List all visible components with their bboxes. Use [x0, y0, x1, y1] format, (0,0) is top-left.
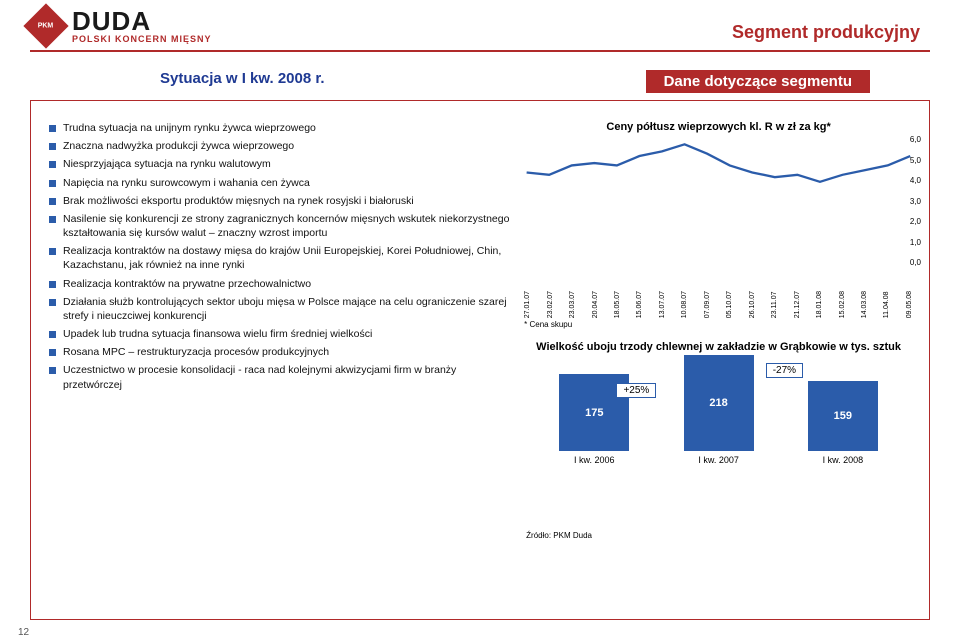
line-chart-xaxis: 27.01.0723.02.0723.03.0720.04.0718.05.07…	[522, 291, 915, 318]
logo-sub: POLSKI KONCERN MIĘSNY	[72, 34, 212, 44]
bar-chart-title: Wielkość uboju trzody chlewnej w zakładz…	[522, 341, 915, 353]
pct-callout: +25%	[616, 383, 656, 398]
line-chart-title: Ceny półtusz wieprzowych kl. R w zł za k…	[522, 121, 915, 133]
bullet-item: Napięcia na rynku surowcowym i wahania c…	[49, 176, 510, 190]
subtitle-right: Dane dotyczące segmentu	[646, 70, 870, 93]
line-chart-yaxis: 6,05,04,03,02,01,00,0	[910, 135, 921, 267]
bar-chart: 175I kw. 2006218I kw. 2007159I kw. 2008 …	[522, 355, 915, 515]
logo-diamond-icon: PKM	[23, 3, 68, 48]
bullet-item: Rosana MPC – restrukturyzacja procesów p…	[49, 345, 510, 359]
bar-wrap: 218 I kw. 2007	[674, 355, 764, 465]
bullet-item: Trudna sytuacja na unijnym rynku żywca w…	[49, 121, 510, 135]
bullet-item: Działania służb kontrolujących sektor ub…	[49, 295, 510, 323]
header-rule	[30, 50, 930, 52]
bar-label: I kw. 2008	[823, 455, 864, 465]
line-chart-footnote: * Cena skupu	[524, 320, 915, 329]
logo: PKM DUDA POLSKI KONCERN MIĘSNY	[0, 8, 212, 44]
bullet-item: Realizacja kontraktów na prywatne przech…	[49, 277, 510, 291]
bar-wrap: 159 I kw. 2008	[798, 381, 888, 465]
bullet-item: Znaczna nadwyżka produkcji żywca wieprzo…	[49, 139, 510, 153]
bar-label: I kw. 2006	[574, 455, 615, 465]
bullet-item: Brak możliwości eksportu produktów mięsn…	[49, 194, 510, 208]
page-number: 12	[18, 627, 29, 638]
line-chart: 6,05,04,03,02,01,00,0	[522, 135, 915, 285]
bullet-item: Realizacja kontraktów na dostawy mięsa d…	[49, 244, 510, 272]
bullet-item: Upadek lub trudna sytuacja finansowa wie…	[49, 327, 510, 341]
bullet-item: Niesprzyjająca sytuacja na rynku walutow…	[49, 157, 510, 171]
bullet-list: Trudna sytuacja na unijnym rynku żywca w…	[49, 121, 510, 605]
subtitle-left: Sytuacja w I kw. 2008 r.	[160, 70, 325, 93]
logo-pkm: PKM	[38, 23, 54, 30]
pct-callout: -27%	[766, 363, 803, 378]
bar-chart-source: Źródło: PKM Duda	[526, 531, 915, 540]
bar-label: I kw. 2007	[698, 455, 739, 465]
logo-main: DUDA	[72, 8, 212, 34]
bar: 159	[808, 381, 878, 451]
page-title: Segment produkcyjny	[732, 22, 920, 43]
content-box: Trudna sytuacja na unijnym rynku żywca w…	[30, 100, 930, 620]
bar: 218	[684, 355, 754, 451]
bullet-item: Nasilenie się konkurencji ze strony zagr…	[49, 212, 510, 240]
bullet-item: Uczestnictwo w procesie konsolidacji - r…	[49, 363, 510, 391]
